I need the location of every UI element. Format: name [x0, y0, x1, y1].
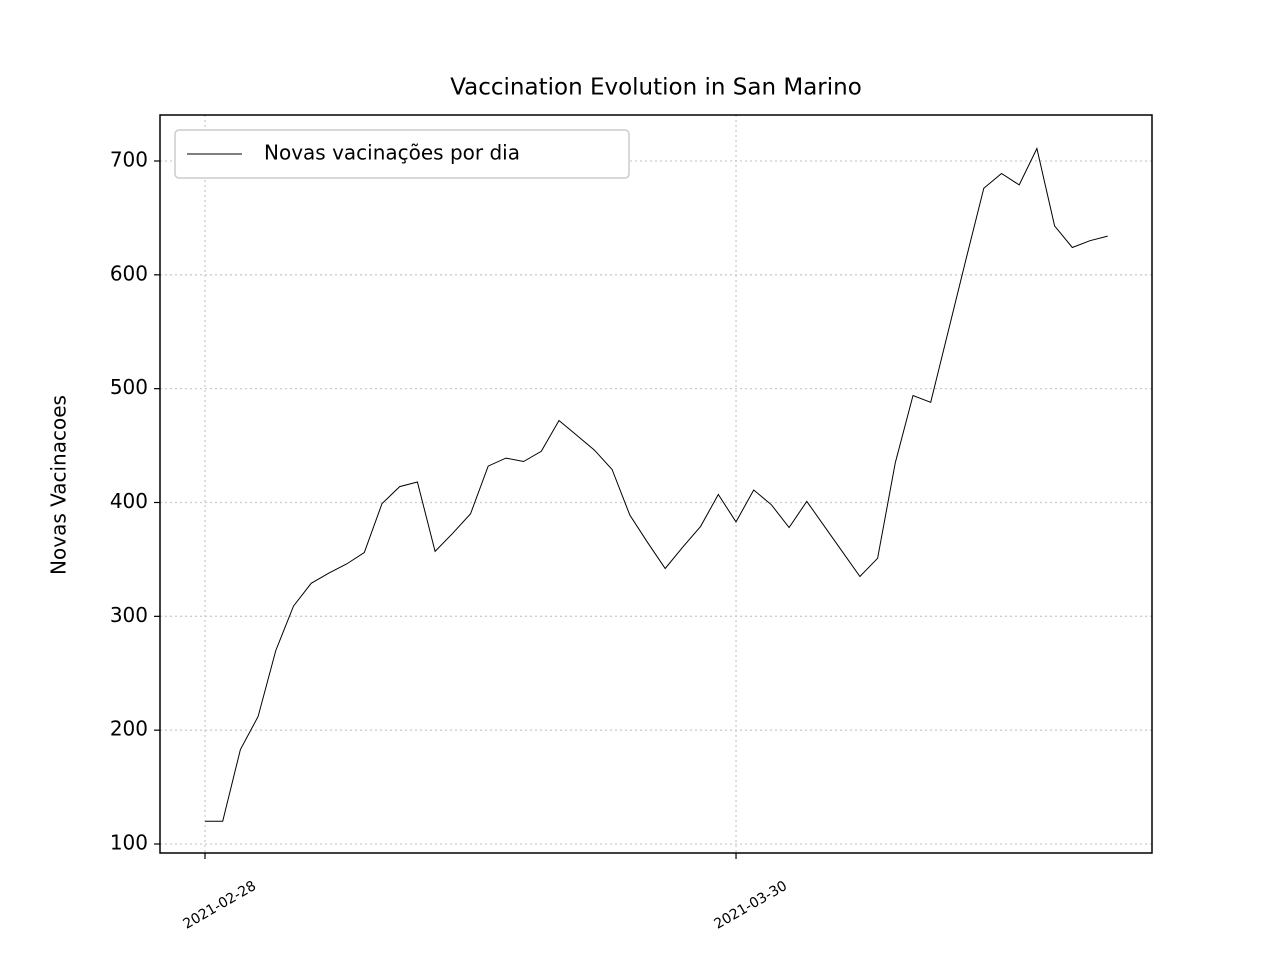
y-tick-label: 600: [110, 261, 148, 285]
y-axis-label: Novas Vacinacoes: [47, 395, 71, 575]
line-series: [205, 147, 1108, 822]
chart-title: Vaccination Evolution in San Marino: [450, 75, 862, 101]
y-tick-label: 300: [110, 603, 148, 627]
plot-frame: [159, 114, 1153, 854]
y-tick-label: 400: [110, 489, 148, 513]
y-tick-label: 200: [110, 717, 148, 741]
legend: Novas vacinações por dia: [174, 129, 630, 179]
x-axis-label: Date: [632, 957, 680, 960]
y-tick-label: 100: [110, 831, 148, 855]
y-tick-label: 700: [110, 147, 148, 171]
legend-label: Novas vacinações por dia: [264, 141, 520, 165]
y-tick-label: 500: [110, 375, 148, 399]
legend-box: [174, 129, 630, 179]
